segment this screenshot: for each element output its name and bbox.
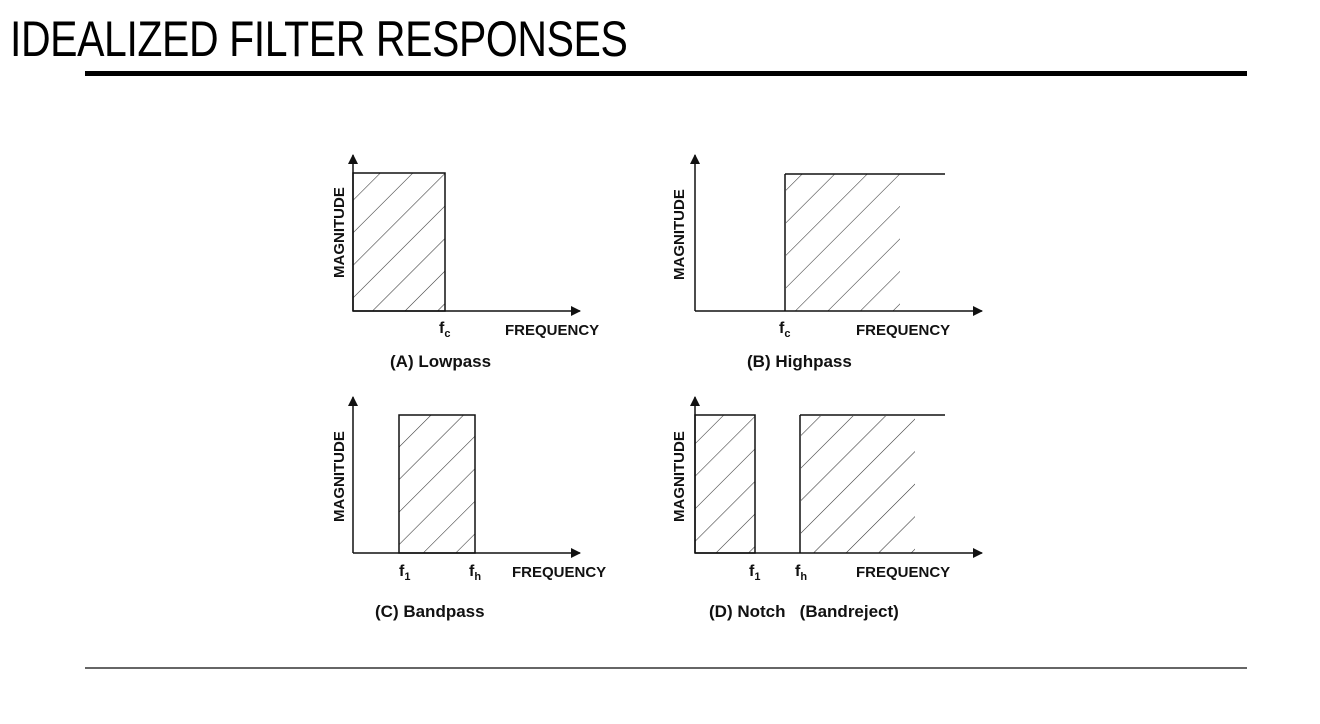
marker-fc: fc: [439, 320, 450, 340]
y-axis-label: MAGNITUDE: [331, 187, 348, 278]
y-axis-label: MAGNITUDE: [671, 431, 688, 522]
page-title: IDEALIZED FILTER RESPONSES: [10, 11, 628, 67]
title-underline: [85, 71, 1247, 76]
caption-bandpass: (C) Bandpass: [375, 602, 485, 621]
lowpass-passband: [352, 172, 446, 312]
marker-f1: f1: [399, 563, 410, 583]
x-axis-label: FREQUENCY: [856, 564, 950, 581]
marker-f1: f1: [749, 563, 760, 583]
x-axis-label: FREQUENCY: [856, 322, 950, 339]
bandpass-passband: [398, 414, 476, 554]
highpass-hatch: [786, 174, 900, 311]
marker-fh: fh: [469, 563, 481, 583]
caption-notch: (D) Notch (Bandreject): [709, 602, 899, 621]
notch-lower-passband: [694, 414, 756, 554]
panel-bandpass: MAGNITUDE FREQUENCY f1 fh (C) Bandpass: [331, 396, 606, 621]
marker-fh: fh: [795, 563, 807, 583]
panel-highpass: MAGNITUDE FREQUENCY fc (B) Highpass: [671, 154, 983, 371]
marker-fc: fc: [779, 320, 790, 340]
panel-lowpass: MAGNITUDE FREQUENCY fc (A) Lowpass: [331, 154, 599, 371]
caption-lowpass: (A) Lowpass: [390, 352, 491, 371]
bottom-rule: [85, 667, 1247, 669]
x-axis-label: FREQUENCY: [512, 564, 606, 581]
y-axis-label: MAGNITUDE: [331, 431, 348, 522]
panel-notch: MAGNITUDE FREQUENCY f1 fh (D) Notch (Ban…: [671, 396, 983, 621]
x-axis-label: FREQUENCY: [505, 322, 599, 339]
notch-upper-hatch: [801, 416, 915, 553]
caption-highpass: (B) Highpass: [747, 352, 852, 371]
y-axis-label: MAGNITUDE: [671, 189, 688, 280]
